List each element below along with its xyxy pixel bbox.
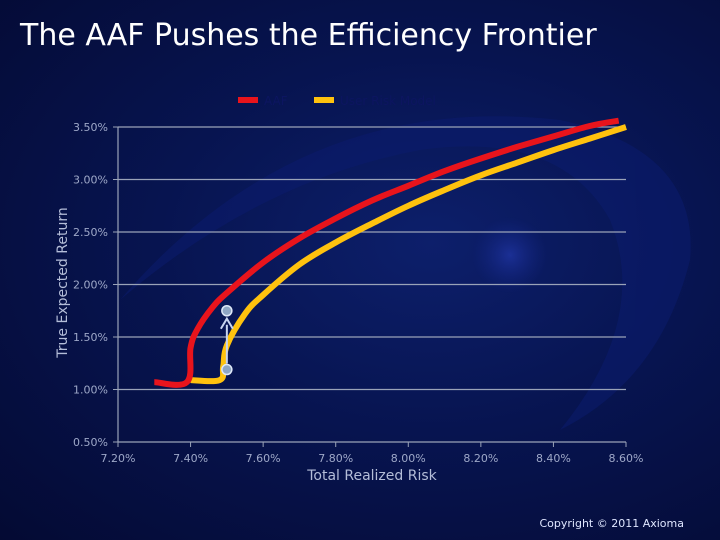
axes: 0.50% 1.00% 1.50% 2.00% 2.50% 3.00% 3.50% 7.20%… [55,121,643,484]
slide-title: The AAF Pushes the Efficiency Frontier [20,18,597,53]
x-tick-label: 8.00% [391,452,426,465]
shift-start-marker [221,363,233,376]
y-tick-label: 0.50% [73,436,108,449]
background-swoosh [120,116,691,430]
shift-end-marker [221,305,233,317]
shift-annotation [219,305,234,376]
gridlines [118,126,626,391]
x-tick-label: 7.40% [173,452,208,465]
x-tick-label: 8.40% [536,452,571,465]
x-tick-label: 8.20% [463,452,498,465]
series-line-aaf [154,117,620,388]
copyright-notice: Copyright © 2011 Axioma [539,517,684,530]
y-tick-label: 3.50% [73,121,108,134]
x-tick-label: 7.20% [101,452,136,465]
legend-label: AAF [264,94,288,108]
series-lines [154,117,627,388]
y-tick-label: 2.00% [73,279,108,292]
x-tick-label: 7.80% [318,452,353,465]
x-tick-label: 8.60% [609,452,644,465]
x-axis-title: Total Realized Risk [306,468,437,484]
x-tick-label: 7.60% [246,452,281,465]
shift-arrow-head [219,316,234,330]
series-line-user-risk-model [190,124,627,385]
legend-label: User Risk Model [340,94,436,108]
y-tick-label: 1.50% [73,331,108,344]
y-axis-title: True Expected Return [55,207,71,358]
y-tick-label: 1.00% [73,384,108,397]
legend: AAF User Risk Model [238,94,436,108]
y-tick-label: 2.50% [73,226,108,239]
y-tick-label: 3.00% [73,174,108,187]
